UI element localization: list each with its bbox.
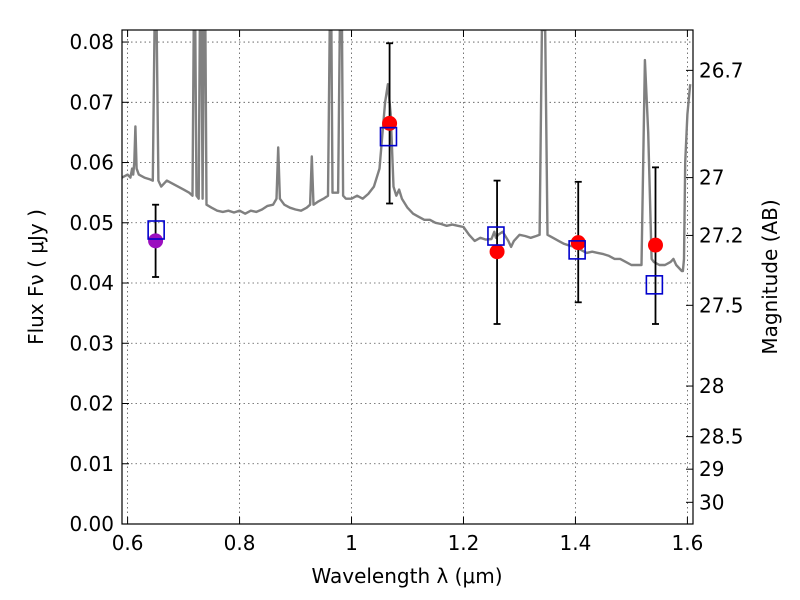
model-point <box>147 220 165 240</box>
y-tick-label: 0.07 <box>69 90 114 114</box>
right-tick-label: 27.5 <box>699 293 744 317</box>
right-tick-label: 28.5 <box>699 425 744 449</box>
observed-point <box>570 235 586 251</box>
x-axis-ticks: 0.6 0.8 1 1.2 1.4 1.6 <box>112 30 703 555</box>
y-axis-ticks: 0.00 0.01 0.02 0.03 0.04 0.05 0.06 0.07 0.08 <box>69 30 129 536</box>
y-tick-label: 0.00 <box>69 512 114 536</box>
model-points <box>147 126 664 295</box>
y-tick-label: 0.04 <box>69 271 114 295</box>
model-point <box>487 226 505 246</box>
model-point <box>568 240 586 260</box>
model-point <box>645 275 664 295</box>
y-tick-label: 0.02 <box>69 392 114 416</box>
y-tick-label: 0.05 <box>69 211 114 235</box>
observed-points <box>148 115 663 260</box>
x-tick-label: 0.8 <box>224 531 256 555</box>
right-axis-label: Magnitude (AB) <box>758 199 782 354</box>
right-tick-label: 30 <box>699 490 724 514</box>
x-tick-label: 1 <box>345 531 358 555</box>
observed-point <box>647 237 663 253</box>
plot-background <box>122 30 693 524</box>
y-tick-label: 0.01 <box>69 452 114 476</box>
x-tick-label: 1.6 <box>671 531 703 555</box>
y-axis-label: Flux Fν ( μJy ) <box>24 209 48 345</box>
spectrum-line <box>122 30 692 273</box>
plot-frame <box>121 29 694 525</box>
x-tick-label: 1.4 <box>560 531 592 555</box>
observed-point <box>382 115 398 131</box>
observed-point <box>148 233 164 249</box>
observed-point <box>489 244 505 260</box>
x-tick-label: 0.6 <box>112 531 144 555</box>
right-axis-ticks: 26.7 27 27.2 27.5 28 28.5 29 30 <box>686 58 744 514</box>
model-spectrum <box>122 30 692 273</box>
y-tick-label: 0.08 <box>69 30 114 54</box>
y-tick-label: 0.03 <box>69 331 114 355</box>
right-tick-label: 29 <box>699 457 724 481</box>
x-axis-label: Wavelength λ (μm) <box>311 564 502 588</box>
x-tick-label: 1.2 <box>448 531 480 555</box>
right-tick-label: 27 <box>699 166 724 190</box>
y-tick-label: 0.06 <box>69 151 114 175</box>
right-tick-label: 28 <box>699 374 724 398</box>
right-tick-label: 27.2 <box>699 223 744 247</box>
right-tick-label: 26.7 <box>699 58 744 82</box>
model-point <box>379 126 398 147</box>
